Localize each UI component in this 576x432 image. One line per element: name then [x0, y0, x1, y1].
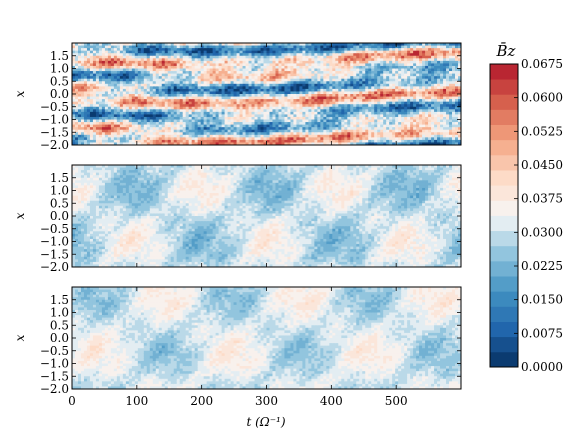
y-tick-label: −0.5 — [40, 222, 69, 236]
y-tick-label: 1.0 — [50, 184, 69, 198]
colorbar-level — [490, 64, 518, 80]
y-tick-label: 0.0 — [50, 209, 69, 223]
y-tick-label: −1.0 — [40, 113, 69, 127]
colorbar-title: B̄z — [496, 42, 516, 60]
panel-3-heatmap — [72, 287, 461, 389]
y-tick-label: −1.5 — [40, 369, 69, 383]
x-tick-label: 300 — [255, 394, 278, 408]
colorbar-level — [490, 94, 518, 110]
colorbar-level — [490, 170, 518, 186]
colorbar-level — [490, 215, 518, 232]
colorbar-level — [490, 336, 518, 353]
y-tick-label: −1.0 — [40, 235, 69, 249]
y-tick-label: 1.0 — [50, 306, 69, 320]
colorbar-level — [490, 230, 518, 247]
colorbar: 0.0000 0.0075 0.0150 0.0225 0.0300 0.0375 0.04… — [489, 57, 563, 374]
colorbar-tick-label: 0.0675 — [521, 57, 563, 71]
x-tick-label: 400 — [320, 394, 343, 408]
colorbar-tick-label: 0.0000 — [521, 360, 563, 374]
colorbar-level — [490, 291, 518, 307]
panel-2: 1.51.00.50.0−0.5−1.0−1.5−2.0 x — [13, 164, 462, 274]
y-tick-label: −2.0 — [40, 138, 69, 152]
y-tick-label: 0.0 — [50, 331, 69, 345]
colorbar-tick-label: 0.0150 — [521, 293, 563, 307]
colorbar-tick-label: 0.0600 — [521, 91, 563, 105]
colorbar-level — [490, 185, 518, 201]
colorbar-tick-label: 0.0300 — [521, 225, 563, 239]
panels-group: 1.51.00.50.0−0.5−1.0−1.5−2.0x1.51.00.50.… — [13, 42, 462, 408]
colorbar-level — [490, 109, 518, 125]
x-tick-label: 0 — [68, 394, 76, 408]
colorbar-level — [490, 321, 518, 338]
panel-2-heatmap — [72, 165, 461, 267]
colorbar-tick-label: 0.0225 — [521, 259, 563, 273]
y-tick-label: 0.5 — [50, 74, 69, 88]
panel-3: 1.51.00.50.0−0.5−1.0−1.5−2.0 x 0 100 200 300 4… — [13, 286, 462, 408]
colorbar-level — [490, 154, 518, 171]
y-tick-label: 0.0 — [50, 87, 69, 101]
y-tick-label: 1.5 — [50, 171, 69, 185]
colorbar-tick-label: 0.0075 — [521, 326, 563, 340]
panel-3-y-axis-label: x — [13, 334, 27, 341]
x-tick-label: 200 — [190, 394, 213, 408]
colorbar-tick-label: 0.0375 — [521, 192, 563, 206]
y-tick-label: 1.5 — [50, 293, 69, 307]
colorbar-tick-label: 0.0450 — [521, 158, 563, 172]
colorbar-level — [490, 245, 518, 262]
panel-2-y-axis-label: x — [13, 212, 27, 219]
colorbar-level — [490, 276, 518, 292]
y-tick-label: −1.0 — [40, 357, 69, 371]
x-tick-label: 500 — [385, 394, 408, 408]
panel-1: 1.51.00.50.0−0.5−1.0−1.5−2.0 x — [13, 42, 462, 152]
y-tick-label: −0.5 — [40, 344, 69, 358]
colorbar-level — [490, 306, 518, 322]
x-tick-label: 100 — [125, 394, 148, 408]
colorbar-level — [490, 139, 518, 156]
panel-1-heatmap — [72, 43, 461, 145]
colorbar-level — [490, 351, 518, 368]
colorbar-level — [490, 124, 518, 141]
y-tick-label: −0.5 — [40, 100, 69, 114]
y-tick-label: −1.5 — [40, 247, 69, 261]
colorbar-frame — [489, 63, 519, 368]
y-tick-label: 1.5 — [50, 49, 69, 63]
colorbar-level — [490, 79, 518, 95]
y-tick-label: −1.5 — [40, 125, 69, 139]
colorbar-level — [490, 260, 518, 277]
x-axis-label: t (Ω⁻¹) — [246, 415, 285, 429]
y-tick-label: 1.0 — [50, 62, 69, 76]
colorbar-tick-label: 0.0525 — [521, 124, 563, 138]
y-tick-label: 0.5 — [50, 318, 69, 332]
y-tick-label: 0.5 — [50, 196, 69, 210]
panel-1-y-axis-label: x — [13, 90, 27, 97]
y-tick-label: −2.0 — [40, 260, 69, 274]
colorbar-level — [490, 200, 518, 216]
y-tick-label: −2.0 — [40, 382, 69, 396]
